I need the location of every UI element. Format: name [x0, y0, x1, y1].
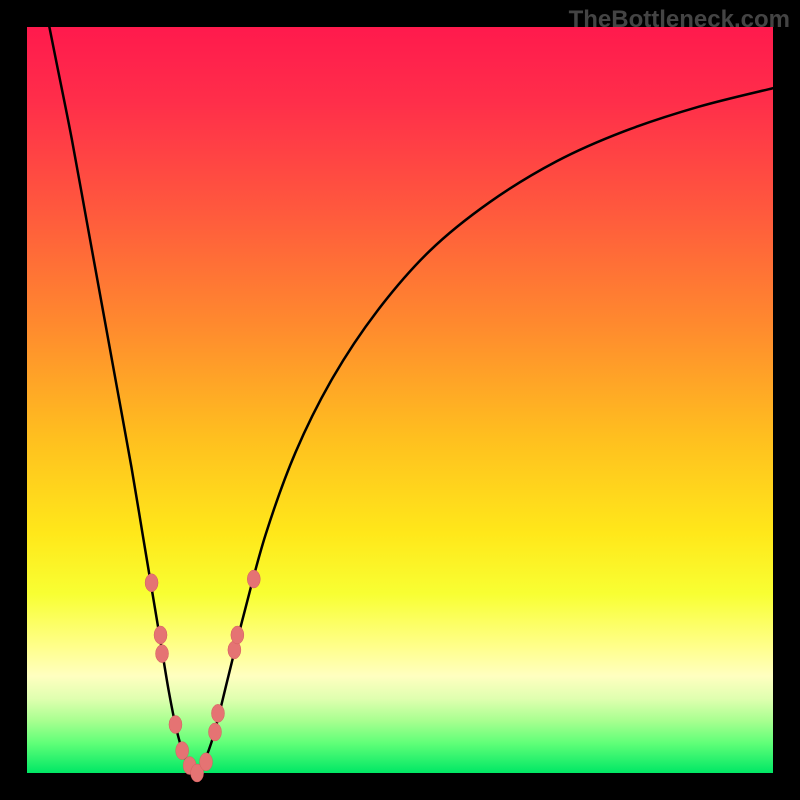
marker-point	[247, 570, 260, 588]
plot-background	[27, 27, 773, 773]
marker-point	[156, 645, 169, 663]
watermark-text: TheBottleneck.com	[569, 6, 790, 34]
main-chart	[0, 0, 800, 800]
marker-point	[231, 626, 244, 644]
marker-point	[176, 742, 189, 760]
marker-point	[169, 716, 182, 734]
marker-point	[211, 704, 224, 722]
marker-point	[208, 723, 221, 741]
marker-point	[145, 574, 158, 592]
marker-point	[200, 753, 213, 771]
marker-point	[154, 626, 167, 644]
chart-container: TheBottleneck.com	[0, 0, 800, 800]
